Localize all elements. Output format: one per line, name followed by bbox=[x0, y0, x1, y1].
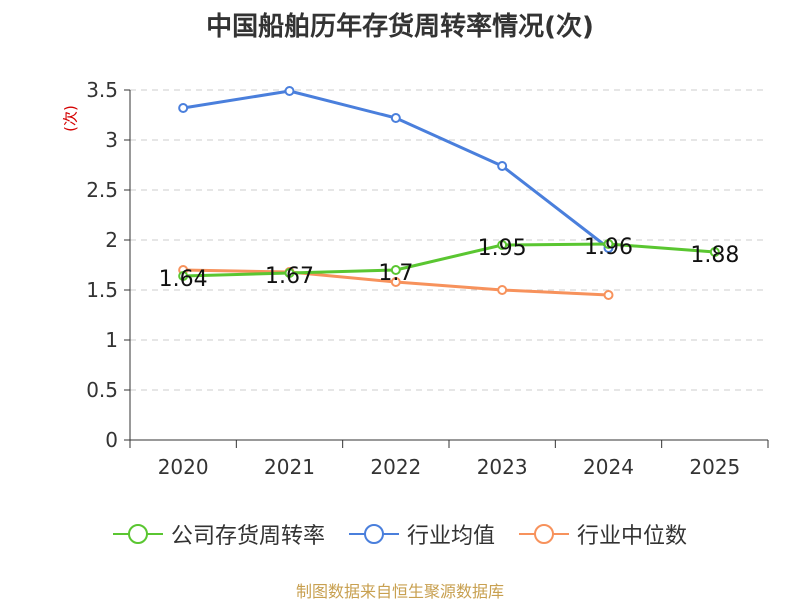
data-label: 1.96 bbox=[584, 235, 633, 260]
data-point bbox=[497, 240, 508, 250]
data-point bbox=[390, 113, 401, 123]
data-label: 1.67 bbox=[265, 264, 314, 289]
data-point bbox=[178, 103, 189, 113]
y-tick-label: 1 bbox=[105, 328, 118, 352]
data-point bbox=[497, 285, 508, 295]
y-tick-label: 3 bbox=[105, 128, 118, 152]
legend: 公司存货周转率 行业均值 行业中位数 bbox=[0, 518, 800, 550]
x-tick-label: 2021 bbox=[264, 455, 315, 479]
legend-item-industry-median[interactable]: 行业中位数 bbox=[519, 518, 687, 550]
data-point bbox=[603, 239, 614, 249]
y-tick-label: 3.5 bbox=[86, 78, 118, 102]
legend-label-company: 公司存货周转率 bbox=[170, 524, 325, 549]
data-point bbox=[284, 268, 295, 278]
x-tick-label: 2025 bbox=[689, 455, 740, 479]
legend-marker-industry-mean bbox=[348, 524, 399, 544]
x-tick-label: 2022 bbox=[370, 455, 421, 479]
legend-label-industry-mean: 行业均值 bbox=[406, 524, 495, 549]
data-point bbox=[497, 161, 508, 171]
y-tick-label: 1.5 bbox=[86, 278, 118, 302]
x-tick-label: 2024 bbox=[583, 455, 634, 479]
legend-marker-industry-median bbox=[519, 524, 569, 544]
y-tick-label: 0.5 bbox=[86, 378, 118, 402]
legend-item-industry-mean[interactable]: 行业均值 bbox=[348, 518, 495, 550]
chart-title: 中国船舶历年存货周转率情况(次) bbox=[206, 12, 594, 42]
y-tick-label: 2.5 bbox=[86, 178, 118, 202]
series-line bbox=[183, 242, 715, 278]
y-tick-label: 2 bbox=[105, 228, 118, 252]
y-tick-label: 0 bbox=[105, 428, 118, 452]
data-point bbox=[603, 290, 614, 300]
data-label: 1.64 bbox=[159, 267, 208, 292]
legend-item-company[interactable]: 公司存货周转率 bbox=[112, 518, 325, 550]
data-point bbox=[284, 86, 295, 96]
data-point bbox=[709, 247, 720, 257]
data-label: 1.88 bbox=[690, 243, 739, 268]
x-tick-label: 2023 bbox=[477, 455, 528, 479]
data-label: 1.95 bbox=[478, 236, 527, 261]
data-point bbox=[390, 265, 401, 275]
legend-marker-company bbox=[112, 524, 163, 544]
legend-label-industry-median: 行业中位数 bbox=[577, 524, 688, 549]
x-tick-label: 2020 bbox=[158, 455, 209, 479]
data-source-note: 制图数据来自恒生聚源数据库 bbox=[295, 582, 504, 601]
data-point bbox=[178, 271, 189, 281]
data-point bbox=[390, 277, 401, 287]
data-label: 1.7 bbox=[378, 261, 413, 286]
